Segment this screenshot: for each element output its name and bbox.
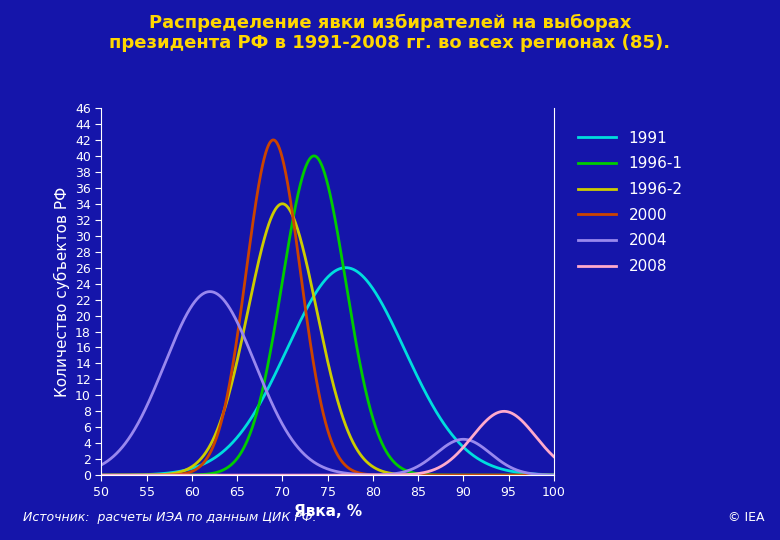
1996-2 bbox=[536, 472, 545, 478]
2004 bbox=[536, 471, 545, 478]
2000 bbox=[536, 472, 545, 478]
1991 bbox=[305, 300, 314, 307]
2004 bbox=[97, 462, 106, 468]
Line: 1996-2: 1996-2 bbox=[101, 204, 554, 475]
Y-axis label: Количество субъектов РФ: Количество субъектов РФ bbox=[53, 186, 69, 397]
2000 bbox=[453, 472, 463, 478]
1991 bbox=[341, 265, 350, 271]
2004 bbox=[549, 472, 558, 478]
1991 bbox=[549, 471, 558, 478]
1996-1 bbox=[453, 472, 463, 478]
2008 bbox=[536, 440, 545, 446]
1996-2 bbox=[453, 472, 463, 478]
2008 bbox=[536, 439, 545, 446]
2008 bbox=[97, 472, 106, 478]
1991 bbox=[97, 472, 106, 478]
Legend: 1991, 1996-1, 1996-2, 2000, 2004, 2008: 1991, 1996-1, 1996-2, 2000, 2004, 2008 bbox=[570, 123, 690, 282]
1996-2 bbox=[305, 274, 314, 280]
1991 bbox=[536, 471, 545, 477]
1996-1 bbox=[549, 472, 558, 478]
2004 bbox=[453, 437, 463, 443]
2000 bbox=[305, 335, 314, 341]
2000 bbox=[97, 472, 106, 478]
1996-2 bbox=[549, 472, 558, 478]
1996-1 bbox=[536, 472, 545, 478]
2008 bbox=[453, 450, 463, 457]
1996-2 bbox=[120, 472, 129, 478]
2004 bbox=[305, 456, 314, 462]
1996-2 bbox=[97, 472, 106, 478]
Line: 1996-1: 1996-1 bbox=[101, 156, 554, 475]
X-axis label: Явка, %: Явка, % bbox=[293, 504, 362, 519]
1996-1 bbox=[317, 161, 326, 168]
Text: Источник:  расчеты ИЭА по данным ЦИК РФ.: Источник: расчеты ИЭА по данным ЦИК РФ. bbox=[23, 511, 317, 524]
2008 bbox=[120, 472, 129, 478]
1991 bbox=[453, 438, 463, 445]
Line: 1991: 1991 bbox=[101, 268, 554, 475]
1991 bbox=[120, 472, 129, 478]
1996-2 bbox=[536, 472, 545, 478]
2000 bbox=[549, 472, 558, 478]
1996-2 bbox=[278, 200, 287, 207]
2008 bbox=[549, 454, 558, 460]
1991 bbox=[317, 281, 326, 288]
1996-1 bbox=[120, 472, 129, 478]
1991 bbox=[536, 471, 545, 477]
Text: © IEA: © IEA bbox=[728, 511, 764, 524]
2008 bbox=[499, 408, 509, 415]
2000 bbox=[317, 403, 326, 409]
1996-1 bbox=[310, 153, 319, 159]
Text: Распределение явки избирателей на выборах
президента РФ в 1991-2008 гг. во всех : Распределение явки избирателей на выбора… bbox=[109, 14, 671, 52]
1996-1 bbox=[97, 472, 106, 478]
2004 bbox=[205, 288, 215, 295]
2000 bbox=[269, 137, 278, 143]
Line: 2000: 2000 bbox=[101, 140, 554, 475]
2008 bbox=[317, 472, 326, 478]
2004 bbox=[536, 471, 545, 478]
Line: 2004: 2004 bbox=[101, 292, 554, 475]
1996-1 bbox=[305, 156, 314, 163]
1996-2 bbox=[317, 330, 326, 337]
Line: 2008: 2008 bbox=[101, 411, 554, 475]
2000 bbox=[120, 472, 129, 478]
2008 bbox=[305, 472, 314, 478]
2004 bbox=[120, 441, 129, 448]
2004 bbox=[317, 463, 326, 470]
2000 bbox=[536, 472, 545, 478]
1996-1 bbox=[536, 472, 545, 478]
